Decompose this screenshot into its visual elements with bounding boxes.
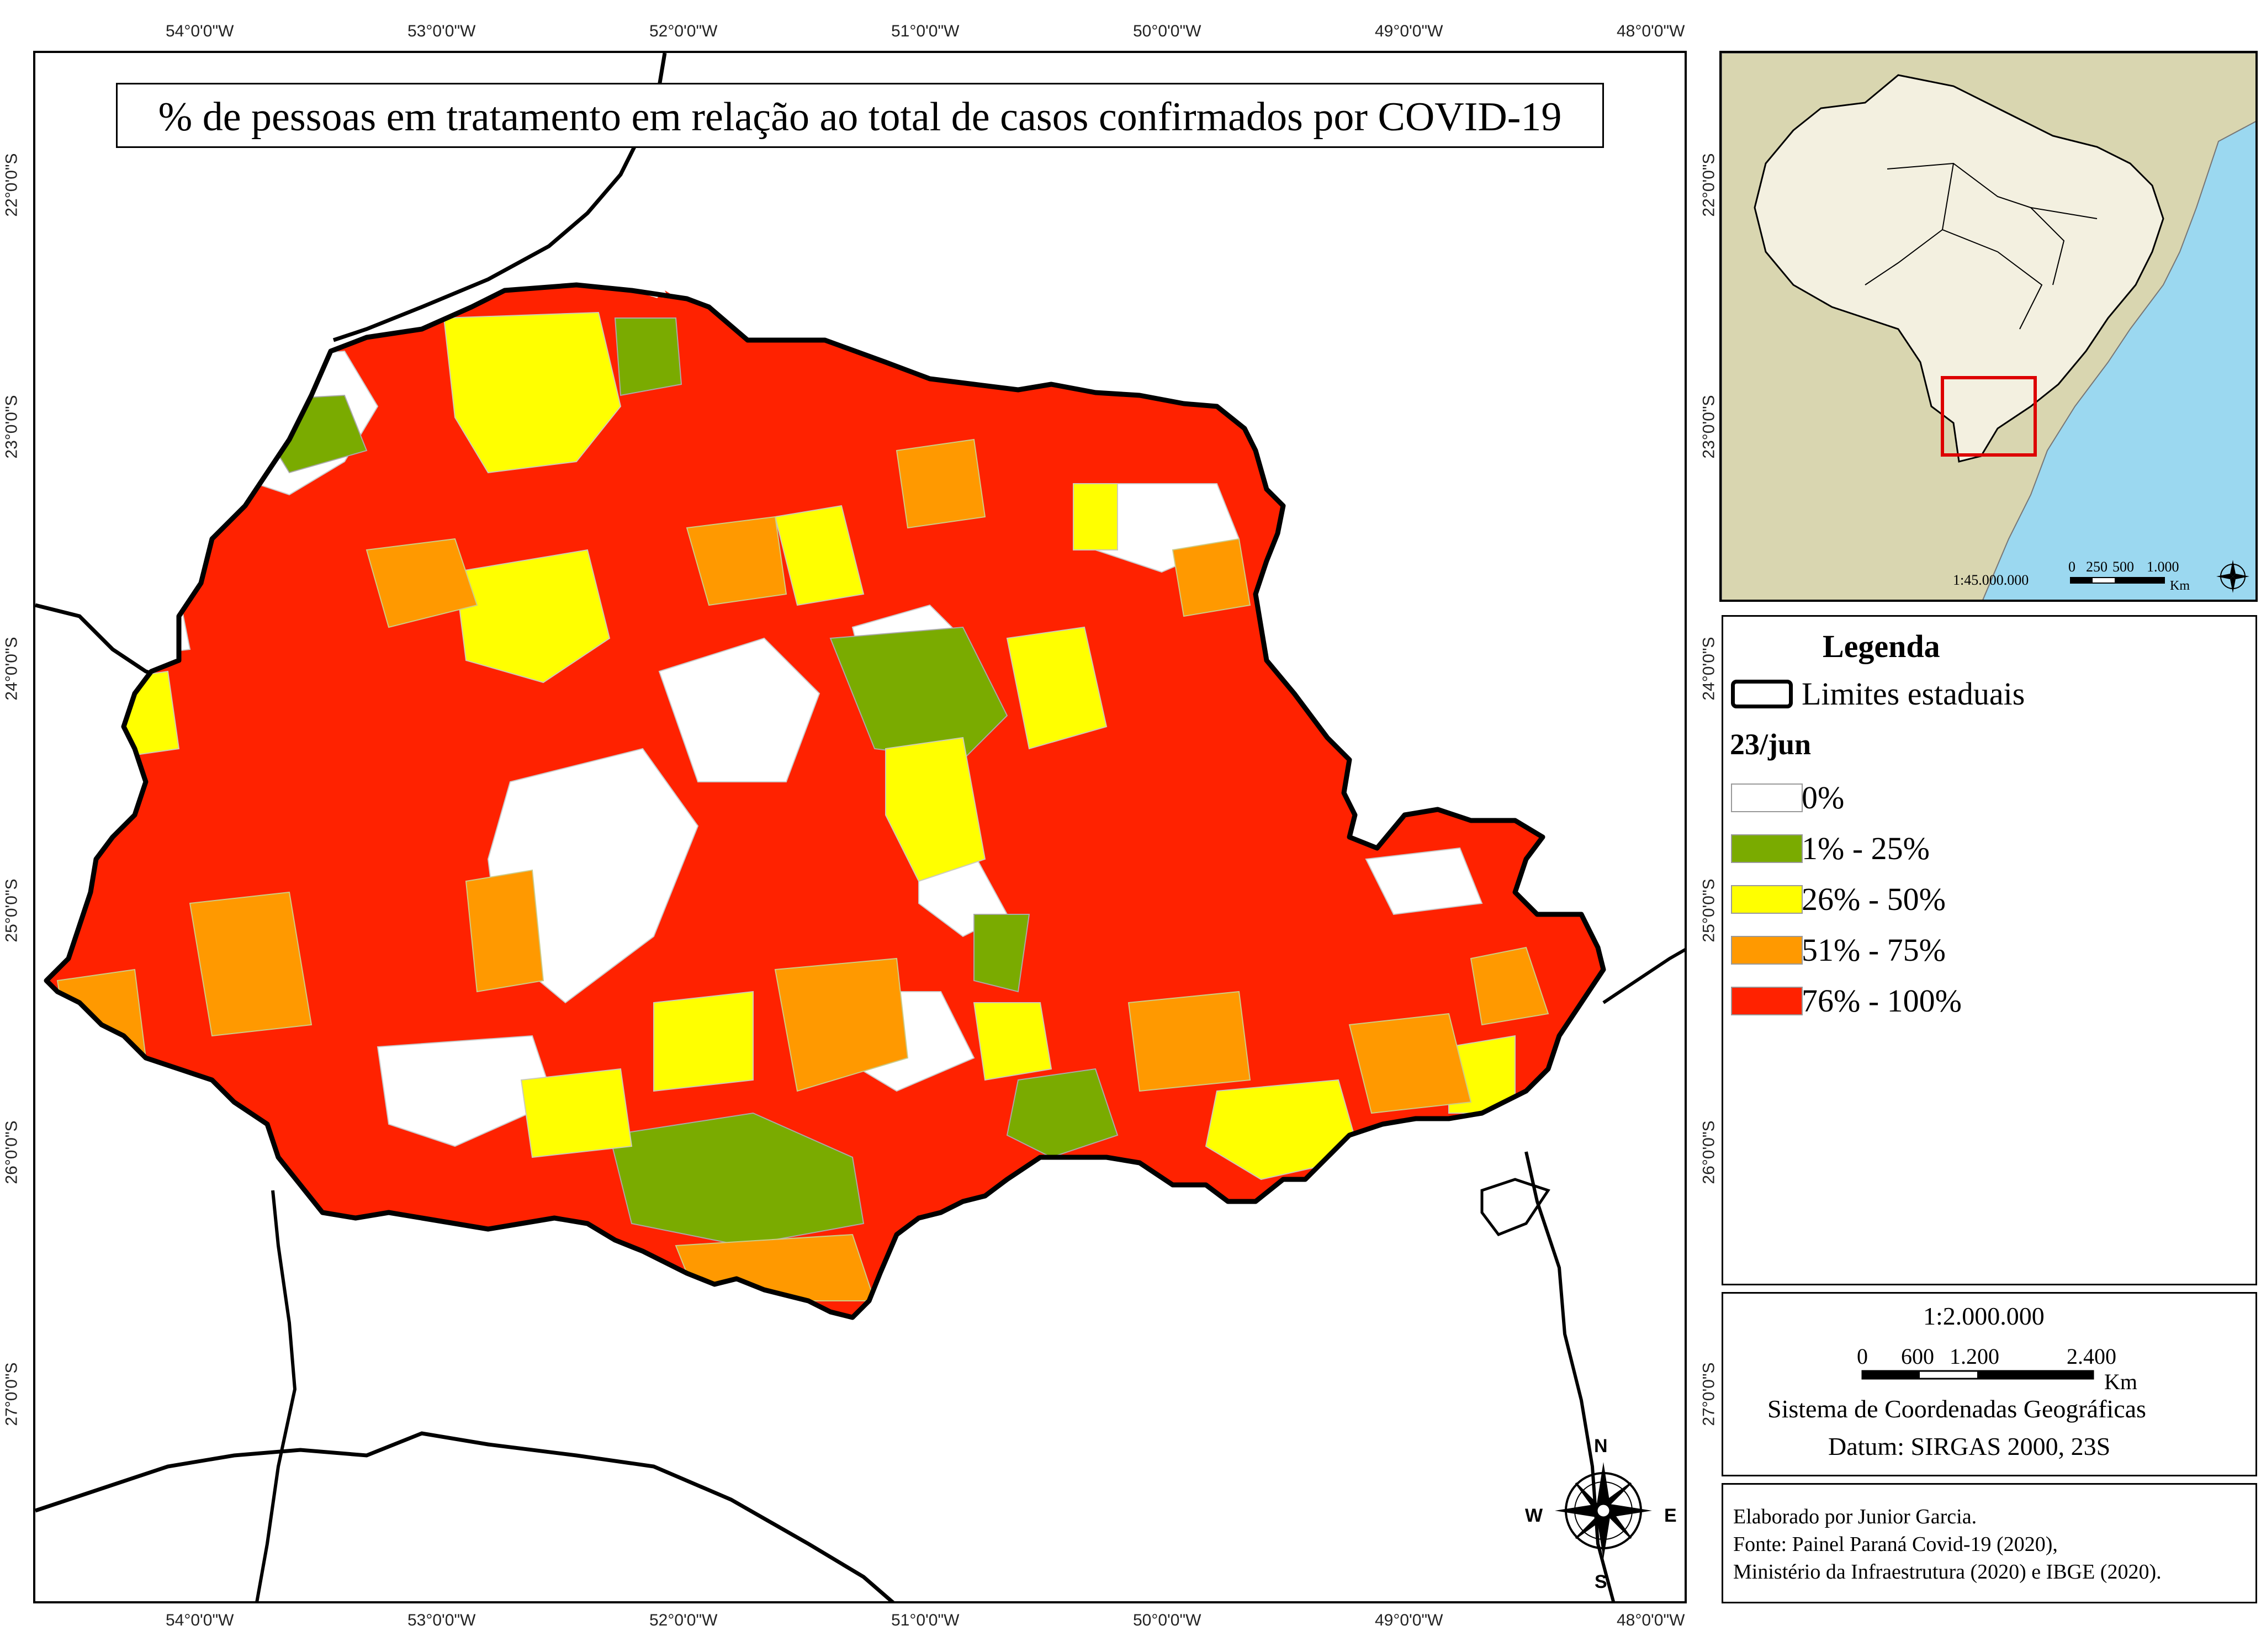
state-limits-symbol: [1731, 680, 1793, 708]
top-tick: 52°0'0"W: [649, 22, 718, 40]
legend-swatch-3: [1731, 936, 1803, 965]
legend-panel: Legenda Limites estaduais 23/jun 0% 1% -…: [1722, 615, 2257, 1285]
credit-source-1: Fonte: Painel Paraná Covid-19 (2020),: [1733, 1533, 2058, 1556]
scale-ratio: 1:2.000.000: [1923, 1302, 2045, 1330]
inset-scale-ratio: 1:45.000.000: [1953, 572, 2029, 588]
legend-label-3: 51% - 75%: [1802, 932, 1946, 968]
left-tick: 23°0'0"S: [2, 395, 21, 459]
datum: Datum: SIRGAS 2000, 23S: [1828, 1432, 2111, 1460]
inset-scale-number: 1.000: [2147, 559, 2179, 575]
credits-panel: Elaborado por Junior Garcia. Fonte: Pain…: [1722, 1483, 2257, 1603]
scale-bar: [1861, 1370, 2094, 1380]
coastline: [1480, 1178, 1550, 1237]
right-tick: 22°0'0"S: [1699, 153, 1718, 217]
bottom-tick: 54°0'0"W: [166, 1611, 234, 1629]
left-tick: 27°0'0"S: [2, 1362, 21, 1426]
south-america-inset: [1722, 53, 2255, 600]
inset-map[interactable]: [1719, 51, 2258, 602]
compass-e-label: E: [1664, 1505, 1677, 1526]
coastline: [1602, 948, 1685, 1004]
top-tick: 50°0'0"W: [1133, 22, 1201, 40]
scale-number: 600: [1901, 1344, 1934, 1369]
state-boundary-line: [35, 1431, 895, 1601]
legend-label-1: 1% - 25%: [1802, 830, 1930, 866]
brazil-outline: [1754, 74, 2164, 463]
legend-label-2: 26% - 50%: [1802, 881, 1946, 917]
scale-number: 1.200: [1950, 1344, 1999, 1369]
compass-n-label: N: [1594, 1436, 1608, 1457]
legend-swatch-4: [1731, 987, 1803, 1015]
bottom-tick: 50°0'0"W: [1133, 1611, 1201, 1629]
left-tick: 26°0'0"S: [2, 1120, 21, 1184]
legend-swatch-0: [1731, 783, 1803, 812]
compass-rose-icon: [1555, 1462, 1652, 1559]
credit-source-2: Ministério da Infraestrutura (2020) e IB…: [1733, 1560, 2162, 1584]
main-map[interactable]: [33, 51, 1687, 1603]
legend-swatch-1: [1731, 834, 1803, 863]
left-tick: 24°0'0"S: [2, 637, 21, 701]
scale-number: 0: [1857, 1344, 1868, 1369]
inset-scale-number: 250: [2086, 559, 2108, 575]
top-tick: 51°0'0"W: [891, 22, 960, 40]
inset-compass-icon: [2216, 560, 2249, 593]
inset-scale-unit: Km: [2170, 579, 2190, 593]
state-boundaries-inset: [1865, 162, 2098, 330]
right-tick: 24°0'0"S: [1699, 637, 1718, 701]
legend-label-0: 0%: [1802, 780, 1845, 816]
bottom-tick: 49°0'0"W: [1375, 1611, 1443, 1629]
coastline: [1524, 1151, 1615, 1601]
compass-s-label: S: [1595, 1571, 1607, 1592]
inset-scale-number: 0: [2068, 559, 2075, 575]
top-tick: 48°0'0"W: [1617, 22, 1685, 40]
right-tick: 27°0'0"S: [1699, 1362, 1718, 1426]
right-tick: 23°0'0"S: [1699, 395, 1718, 459]
bottom-tick: 51°0'0"W: [891, 1611, 960, 1629]
scale-panel: 1:2.000.000 0 600 1.200 2.400 Km Sistema…: [1722, 1292, 2257, 1476]
inset-scale-number: 500: [2112, 559, 2134, 575]
top-tick: 53°0'0"W: [407, 22, 476, 40]
municipality-patches: [46, 285, 1603, 1317]
top-tick: 54°0'0"W: [166, 22, 234, 40]
parana-state-outline: [44, 282, 1606, 1320]
country-boundary-line: [255, 1190, 297, 1601]
legend-swatch-2: [1731, 885, 1803, 914]
legend-date: 23/jun: [1730, 728, 1812, 761]
bottom-tick: 53°0'0"W: [407, 1611, 476, 1629]
scale-unit: Km: [2104, 1369, 2137, 1394]
scale-number: 2.400: [2067, 1344, 2116, 1369]
coordinate-system: Sistema de Coordenadas Geográficas: [1767, 1395, 2146, 1423]
compass-w-label: W: [1525, 1505, 1543, 1526]
map-title: % de pessoas em tratamento em relação ao…: [116, 83, 1604, 148]
right-tick: 25°0'0"S: [1699, 878, 1718, 943]
left-tick: 22°0'0"S: [2, 153, 21, 217]
left-tick: 25°0'0"S: [2, 878, 21, 943]
legend-label-4: 76% - 100%: [1802, 983, 1962, 1019]
bottom-tick: 52°0'0"W: [649, 1611, 718, 1629]
right-tick: 26°0'0"S: [1699, 1120, 1718, 1184]
top-tick: 49°0'0"W: [1375, 22, 1443, 40]
bottom-tick: 48°0'0"W: [1617, 1611, 1685, 1629]
legend-title: Legenda: [1823, 628, 1940, 664]
inset-location-box: [1941, 376, 2037, 457]
parana-choropleth: [35, 53, 1685, 1601]
credit-author: Elaborado por Junior Garcia.: [1733, 1505, 1977, 1528]
state-limits-label: Limites estaduais: [1802, 676, 2025, 712]
